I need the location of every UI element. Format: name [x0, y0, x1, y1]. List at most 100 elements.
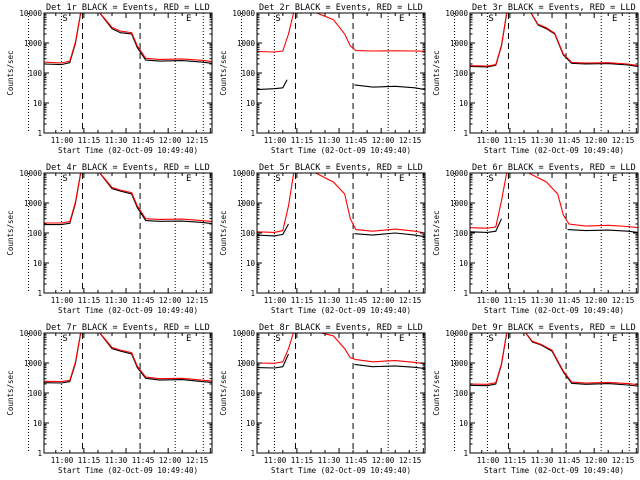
x-tick-label: 11:45: [345, 136, 368, 145]
x-tick-label: 11:15: [291, 456, 314, 465]
x-tick-label: 11:30: [318, 136, 341, 145]
y-axis-label: Counts/sec: [6, 370, 15, 415]
panel-title: Det 5r BLACK = Events, RED = LLD: [259, 163, 423, 173]
panel-title: Det 4r BLACK = Events, RED = LLD: [46, 163, 210, 173]
series-line-events: [257, 79, 425, 91]
x-tick-label: 12:00: [585, 456, 608, 465]
y-tick-label: 1000: [450, 359, 469, 368]
x-tick-label: 11:00: [477, 456, 500, 465]
y-tick-label: 1: [37, 449, 42, 458]
y-tick-label: 100: [28, 229, 42, 238]
y-axis-label: Counts/sec: [6, 50, 15, 95]
x-tick-label: 11:45: [558, 456, 581, 465]
plot-frame: [469, 172, 639, 294]
y-tick-label: 100: [454, 389, 468, 398]
series-group: [44, 333, 212, 384]
x-tick-label: 11:00: [264, 136, 287, 145]
plot-frame: [256, 12, 426, 134]
panel-title: Det 3r BLACK = Events, RED = LLD: [472, 3, 636, 13]
x-tick-label: 11:45: [132, 296, 155, 305]
x-tick-label: 11:15: [504, 296, 527, 305]
y-tick-label: 10000: [232, 329, 255, 338]
series-line-lld: [44, 173, 212, 224]
x-tick-label: 11:45: [558, 296, 581, 305]
x-tick-label: 12:15: [399, 456, 422, 465]
y-tick-label: 100: [454, 69, 468, 78]
y-tick-label: 100: [241, 389, 255, 398]
plot-frame: [43, 12, 213, 134]
series-line-lld: [44, 333, 212, 383]
x-tick-label: 11:15: [78, 136, 101, 145]
y-tick-label: 10: [33, 99, 43, 108]
x-tick-label: 11:00: [477, 296, 500, 305]
x-tick-label: 11:45: [345, 456, 368, 465]
series-line-lld: [44, 13, 212, 64]
panel-title: Det 8r BLACK = Events, RED = LLD: [259, 323, 423, 333]
y-tick-label: 100: [241, 69, 255, 78]
y-tick-label: 10000: [232, 9, 255, 18]
panel-title: Det 1r BLACK = Events, RED = LLD: [46, 3, 210, 13]
x-tick-label: 11:30: [531, 296, 554, 305]
marker-s: S: [275, 334, 280, 344]
x-tick-label: 12:00: [372, 136, 395, 145]
y-tick-label: 100: [28, 69, 42, 78]
y-tick-label: 10: [246, 99, 256, 108]
marker-e: E: [399, 334, 404, 344]
series-line-events: [257, 353, 425, 370]
marker-e: E: [399, 14, 404, 24]
y-axis-label: Counts/sec: [219, 370, 228, 415]
x-axis-label: Start Time (02-Oct-09 10:49:40): [58, 466, 198, 475]
x-tick-label: 11:15: [291, 296, 314, 305]
x-tick-label: 11:45: [132, 456, 155, 465]
marker-s: S: [488, 174, 493, 184]
marker-e: E: [186, 174, 191, 184]
y-tick-label: 10000: [19, 329, 42, 338]
marker-e: E: [612, 334, 617, 344]
y-tick-label: 1: [463, 449, 468, 458]
marker-e: E: [186, 14, 191, 24]
y-tick-label: 1: [250, 449, 255, 458]
marker-e: E: [399, 174, 404, 184]
marker-e: E: [612, 14, 617, 24]
x-tick-label: 11:30: [318, 296, 341, 305]
series-line-lld: [470, 173, 638, 229]
y-tick-label: 10000: [232, 169, 255, 178]
y-tick-label: 100: [28, 389, 42, 398]
x-tick-label: 12:15: [612, 296, 635, 305]
panel-title: Det 2r BLACK = Events, RED = LLD: [259, 3, 423, 13]
x-axis-label: Start Time (02-Oct-09 10:49:40): [271, 306, 411, 315]
y-axis-label: Counts/sec: [432, 50, 441, 95]
y-tick-label: 100: [241, 229, 255, 238]
plot-frame: [43, 332, 213, 454]
y-axis-label: Counts/sec: [219, 210, 228, 255]
y-tick-label: 1: [463, 129, 468, 138]
y-tick-label: 1000: [24, 199, 43, 208]
y-tick-label: 1000: [237, 199, 256, 208]
marker-s: S: [488, 14, 493, 24]
y-tick-label: 10000: [445, 329, 468, 338]
plot-frame: [469, 332, 639, 454]
x-tick-label: 12:00: [372, 296, 395, 305]
series-line-lld: [470, 333, 638, 386]
panel-title: Det 7r BLACK = Events, RED = LLD: [46, 323, 210, 333]
x-axis-label: Start Time (02-Oct-09 10:49:40): [271, 146, 411, 155]
series-line-lld: [470, 13, 638, 67]
y-tick-label: 1: [250, 129, 255, 138]
marker-e: E: [186, 334, 191, 344]
x-axis-label: Start Time (02-Oct-09 10:49:40): [58, 306, 198, 315]
series-line-lld: [257, 13, 425, 53]
series-group: [470, 173, 638, 233]
x-tick-label: 11:30: [531, 136, 554, 145]
x-tick-label: 12:00: [372, 456, 395, 465]
y-axis-label: Counts/sec: [432, 210, 441, 255]
x-tick-label: 11:30: [105, 136, 128, 145]
y-tick-label: 1000: [450, 199, 469, 208]
y-tick-label: 10: [459, 419, 469, 428]
x-tick-label: 12:00: [585, 136, 608, 145]
x-tick-label: 11:30: [105, 296, 128, 305]
marker-s: S: [62, 334, 67, 344]
x-axis-label: Start Time (02-Oct-09 10:49:40): [484, 146, 624, 155]
